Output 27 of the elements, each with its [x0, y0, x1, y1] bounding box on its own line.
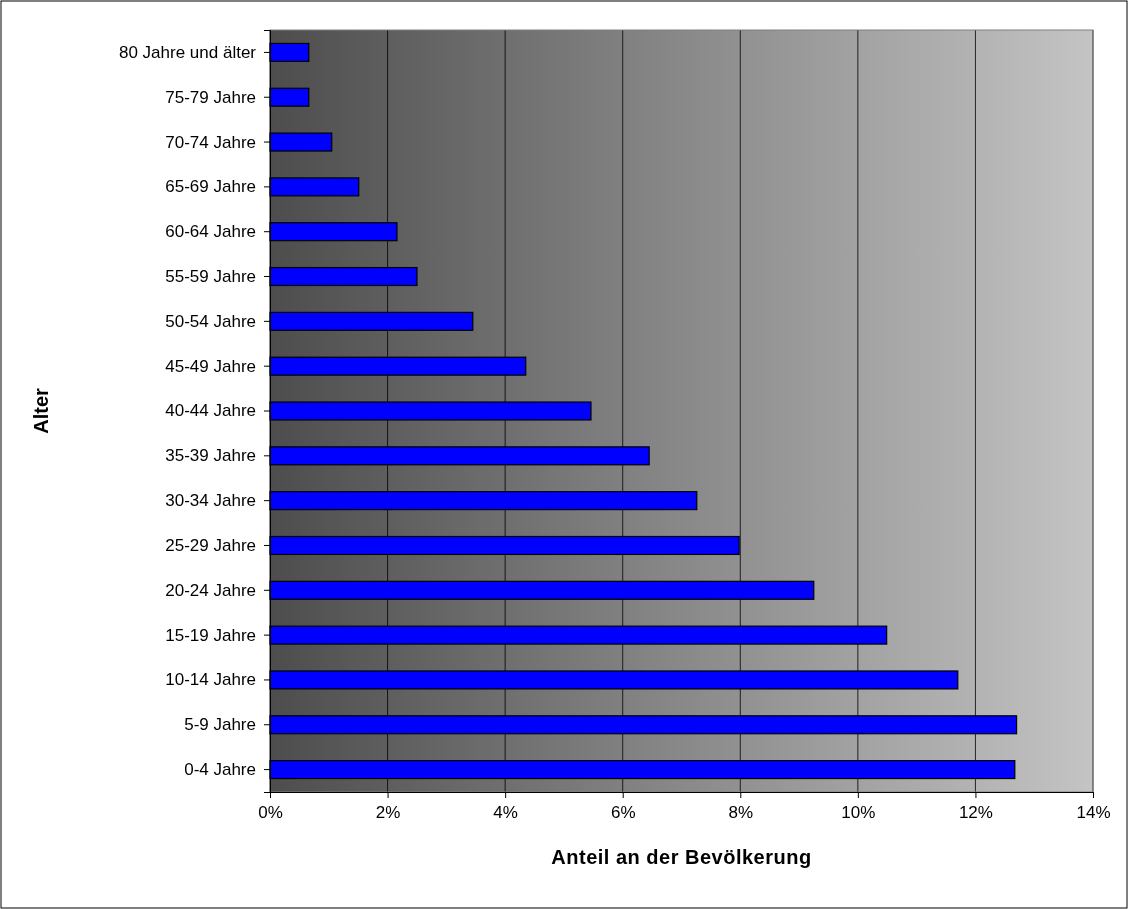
x-tick-label: 12% [958, 803, 993, 823]
y-tick-label: 30-34 Jahre [165, 491, 256, 511]
y-tick-label: 15-19 Jahre [165, 625, 256, 645]
x-tick-label: 2% [375, 803, 401, 823]
y-tick-label: 40-44 Jahre [165, 401, 256, 421]
y-tick-label: 60-64 Jahre [165, 222, 256, 242]
x-tick-label: 4% [493, 803, 518, 823]
y-tick-label: 50-54 Jahre [165, 311, 256, 331]
x-axis-title: Anteil an der Bevölkerung [551, 846, 812, 868]
y-tick-label: 55-59 Jahre [165, 266, 256, 286]
x-tick-label: 14% [1076, 803, 1111, 823]
y-tick-label: 35-39 Jahre [165, 446, 256, 466]
y-axis-title: Alter [30, 388, 52, 434]
y-tick-label: 70-74 Jahre [165, 132, 256, 152]
x-tick-label: 6% [610, 803, 636, 823]
y-tick-label: 25-29 Jahre [165, 535, 256, 555]
y-tick-label: 0-4 Jahre [184, 760, 256, 780]
y-tick-label: 65-69 Jahre [165, 177, 256, 197]
x-tick-label: 0% [258, 803, 283, 823]
y-tick-label: 45-49 Jahre [165, 356, 256, 376]
x-tick-label: 10% [841, 803, 876, 823]
y-tick-label: 10-14 Jahre [165, 670, 256, 690]
y-tick-label: 20-24 Jahre [165, 580, 256, 600]
y-tick-label: 75-79 Jahre [165, 87, 256, 107]
x-tick-label: 8% [728, 803, 754, 823]
y-tick-label: 5-9 Jahre [184, 715, 256, 735]
y-tick-label: 80 Jahre und älter [118, 42, 257, 62]
